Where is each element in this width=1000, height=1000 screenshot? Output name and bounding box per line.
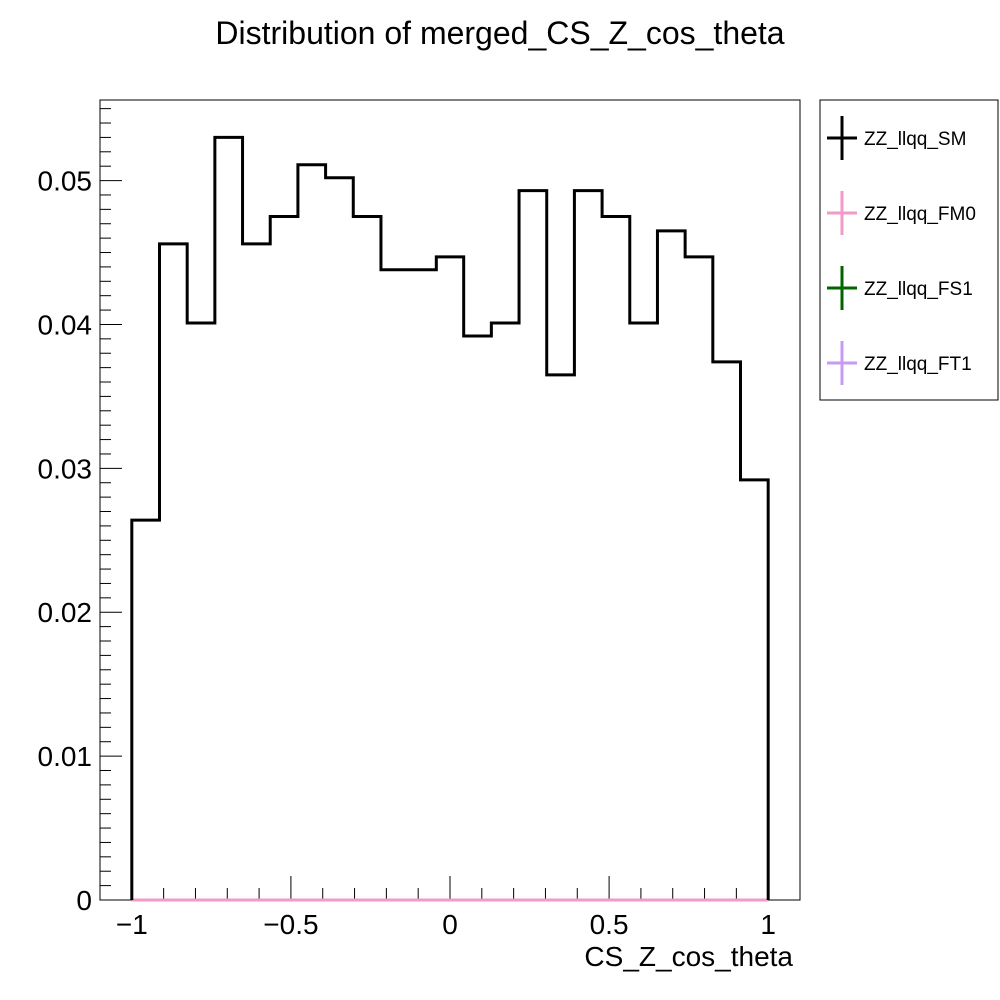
y-tick-label: 0.01: [38, 741, 93, 772]
y-minor-ticks: [100, 108, 111, 887]
legend-label: ZZ_llqq_FS1: [864, 279, 973, 300]
x-tick-label: −1: [116, 909, 148, 940]
series-layer: [130, 135, 770, 902]
series-ZZ_llqq_SM: [130, 135, 770, 900]
y-tick-label: 0.04: [38, 309, 93, 340]
legend-label: ZZ_llqq_SM: [864, 129, 966, 150]
histogram-line: [130, 135, 770, 900]
x-tick-label: 1: [760, 909, 776, 940]
legend-entry: ZZ_llqq_FS1: [827, 266, 973, 310]
legend: ZZ_llqq_SM ZZ_llqq_FM0 ZZ_llqq_FS1 ZZ_llqq_…: [819, 99, 999, 401]
x-minor-ticks: [99, 888, 801, 900]
y-axis: 0 0.01 0.02 0.03 0.04 0.05: [38, 166, 122, 916]
y-tick-label: 0.05: [38, 166, 93, 197]
y-tick-label: 0.03: [38, 453, 93, 484]
x-tick-label: −0.5: [263, 909, 318, 940]
x-tick-label: 0.5: [590, 909, 629, 940]
x-tick-label: 0: [442, 909, 458, 940]
legend-marker-icon: [827, 341, 857, 385]
y-tick-label: 0.02: [38, 597, 93, 628]
legend-entry: ZZ_llqq_FT1: [827, 341, 972, 385]
y-tick-label: 0: [76, 885, 92, 916]
legend-marker-icon: [827, 191, 857, 235]
legend-marker-icon: [827, 116, 857, 160]
x-axis: −1 −0.5 0 0.5 1: [116, 876, 776, 940]
legend-box: [819, 99, 999, 401]
x-axis-label: CS_Z_cos_theta: [584, 941, 793, 972]
chart-title: Distribution of merged_CS_Z_cos_theta: [215, 15, 784, 51]
legend-label: ZZ_llqq_FT1: [864, 354, 972, 375]
legend-marker-icon: [827, 266, 857, 310]
legend-entries: ZZ_llqq_SM ZZ_llqq_FM0 ZZ_llqq_FS1 ZZ_llqq_…: [827, 116, 976, 385]
legend-label: ZZ_llqq_FM0: [864, 204, 976, 225]
legend-entry: ZZ_llqq_FM0: [827, 191, 976, 235]
legend-entry: ZZ_llqq_SM: [827, 116, 966, 160]
